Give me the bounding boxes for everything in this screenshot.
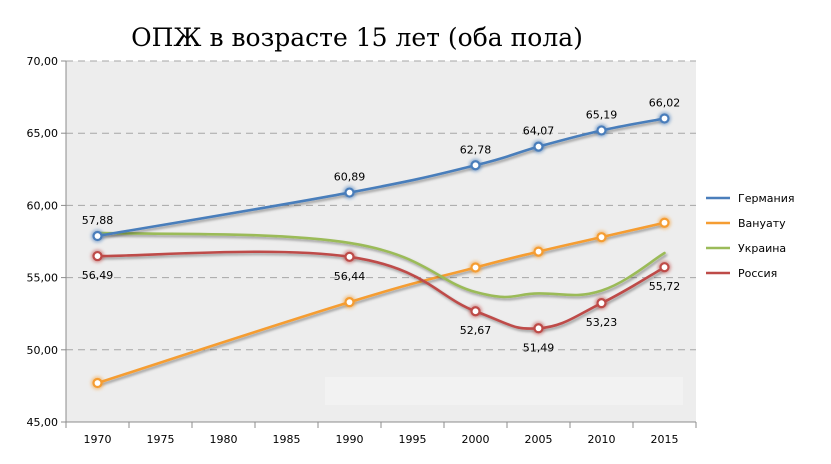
gridlines <box>66 60 696 351</box>
series-3-marker <box>470 306 481 317</box>
plot-area <box>66 61 696 422</box>
series-0-data-label: 65,19 <box>586 108 618 121</box>
plot-area-inset <box>325 377 683 405</box>
series-3-data-label: 51,49 <box>523 341 555 354</box>
series-1-marker <box>533 246 544 257</box>
series-1-marker <box>344 297 355 308</box>
x-tick-label: 2010 <box>588 433 616 446</box>
x-tick-label: 1970 <box>84 433 112 446</box>
series-0-marker <box>344 187 355 198</box>
axes: 45,00 50,00 55,00 60,00 65,00 70,00 1970 1975 19… <box>27 55 697 446</box>
series-2-line <box>96 231 666 299</box>
series-1 <box>91 216 671 390</box>
y-tick-label: 55,00 <box>27 272 59 285</box>
series-0-marker <box>470 160 481 171</box>
x-tick-label: 2015 <box>651 433 679 446</box>
x-tick-label: 2005 <box>525 433 553 446</box>
x-tick-label: 1975 <box>147 433 175 446</box>
x-tick-label: 1995 <box>399 433 427 446</box>
legend-label-2: Украина <box>738 242 786 255</box>
series-1-marker <box>596 232 607 243</box>
series-3-data-label: 55,72 <box>649 280 681 293</box>
series-3-marker <box>92 250 103 262</box>
x-tick-label: 1990 <box>336 433 364 446</box>
series-0-marker <box>92 230 103 242</box>
series-layer <box>91 111 671 390</box>
series-3-marker <box>659 262 670 273</box>
y-tick-label: 65,00 <box>27 127 59 140</box>
series-0-marker <box>596 125 607 136</box>
series-3-data-label: 53,23 <box>586 316 618 329</box>
legend-label-3: Россия <box>738 267 777 280</box>
x-tick-label: 1980 <box>210 433 238 446</box>
series-3-marker <box>533 323 544 334</box>
series-0-data-label: 66,02 <box>649 96 681 109</box>
series-3-data-label: 56,49 <box>82 269 114 282</box>
x-tick-label: 2000 <box>462 433 490 446</box>
legend: Германия Вануату Украина Россия <box>706 192 794 280</box>
legend-label-0: Германия <box>738 192 794 205</box>
series-3-data-label: 56,44 <box>334 270 366 283</box>
series-0-marker <box>533 141 544 152</box>
y-tick-label: 70,00 <box>27 55 59 68</box>
series-3-marker <box>596 298 607 309</box>
series-3-marker <box>344 251 355 262</box>
series-0 <box>91 111 671 243</box>
y-tick-label: 45,00 <box>27 416 59 429</box>
data-labels: 56,49 56,44 52,67 51,49 53,23 55,72 57,88 60,89… <box>82 96 681 354</box>
series-0-data-label: 64,07 <box>523 125 555 138</box>
series-0-data-label: 57,88 <box>82 214 114 227</box>
y-tick-label: 60,00 <box>27 199 59 212</box>
x-tick-label: 1985 <box>273 433 301 446</box>
chart-title: ОПЖ в возрасте 15 лет (оба пола) <box>131 23 583 52</box>
series-0-data-label: 60,89 <box>334 171 366 184</box>
y-tick-label: 50,00 <box>27 344 59 357</box>
series-1-marker <box>92 377 103 389</box>
series-0-marker <box>659 113 670 124</box>
series-3 <box>91 249 671 335</box>
legend-label-1: Вануату <box>738 217 786 230</box>
series-3-data-label: 52,67 <box>460 324 492 337</box>
series-1-marker <box>659 217 670 228</box>
series-0-data-label: 62,78 <box>460 143 492 156</box>
series-1-marker <box>470 262 481 273</box>
series-2 <box>96 231 666 299</box>
